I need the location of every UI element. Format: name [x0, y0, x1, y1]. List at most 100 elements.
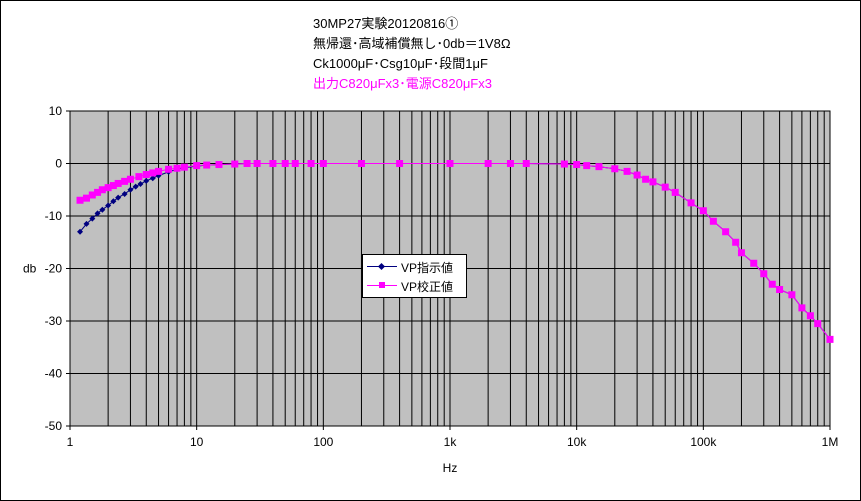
data-point [522, 160, 530, 167]
data-point [126, 175, 134, 183]
data-point [269, 160, 277, 167]
data-point [560, 160, 568, 168]
data-point [396, 160, 404, 167]
data-point [76, 196, 84, 204]
data-point [671, 188, 679, 196]
data-point [99, 206, 106, 213]
data-point [768, 280, 776, 288]
data-point [595, 163, 603, 171]
y-axis-label: db [23, 262, 37, 276]
legend-label-series-1: VP指示値 [401, 260, 454, 275]
data-point [291, 160, 299, 167]
data-point [826, 335, 834, 343]
y-tick-label: 10 [49, 104, 63, 118]
data-point [77, 228, 84, 235]
data-point [788, 291, 796, 299]
data-point [633, 171, 641, 179]
data-point [642, 175, 650, 183]
y-tick-label: -50 [45, 419, 63, 433]
x-tick-label: 1 [67, 435, 74, 449]
data-point [737, 249, 745, 257]
x-tick-label: 1k [444, 435, 458, 449]
data-point [583, 162, 591, 170]
data-point [142, 171, 150, 179]
data-point [114, 179, 122, 187]
data-point [115, 194, 122, 201]
x-tick-label: 100k [690, 435, 717, 449]
data-point [132, 183, 139, 190]
data-point [149, 175, 156, 182]
data-point [83, 220, 90, 227]
data-point [215, 161, 223, 169]
y-tick-label: -30 [45, 314, 63, 328]
data-point [110, 198, 117, 205]
legend-swatch-series-2 [367, 280, 397, 292]
data-point [573, 161, 581, 169]
data-point [709, 217, 717, 225]
data-point [446, 160, 454, 167]
y-tick-label: -20 [45, 262, 63, 276]
data-point [109, 182, 117, 190]
title-line-1: 30MP27実験20120816① [313, 16, 459, 31]
data-point [149, 169, 157, 177]
data-point [611, 165, 619, 173]
data-point [253, 160, 261, 167]
data-point [319, 160, 327, 167]
title-line-3: Ck1000μF･Csg10μF･段間1μF [313, 56, 488, 71]
x-tick-label: 1M [822, 435, 839, 449]
legend-label-series-2: VP校正値 [401, 279, 454, 294]
x-axis-label: Hz [443, 461, 458, 475]
data-point [135, 173, 143, 181]
data-point [121, 190, 128, 197]
data-point [83, 194, 91, 202]
series-2 [76, 160, 834, 343]
data-point [623, 167, 631, 175]
data-point [357, 160, 365, 167]
legend: VP指示値 VP校正値 [362, 254, 467, 298]
data-point [94, 188, 102, 196]
y-tick-label: 0 [55, 157, 62, 171]
data-point [98, 186, 106, 194]
data-point [137, 180, 144, 187]
data-point [687, 199, 695, 207]
data-point [203, 161, 211, 169]
data-point [88, 191, 96, 199]
data-point [127, 186, 134, 193]
data-point [806, 312, 814, 320]
data-point [173, 164, 181, 172]
data-point [104, 184, 112, 192]
data-point [165, 165, 173, 173]
data-point [661, 183, 669, 191]
data-point [750, 259, 758, 267]
data-point [484, 160, 492, 167]
data-point [121, 177, 129, 185]
data-point [760, 270, 768, 278]
x-tick-label: 100 [313, 435, 333, 449]
data-point [699, 207, 707, 215]
data-point [105, 202, 112, 209]
data-point [649, 178, 657, 186]
y-tick-label: -40 [45, 367, 63, 381]
data-point [89, 215, 96, 222]
data-point [94, 210, 101, 217]
x-tick-label: 10 [190, 435, 204, 449]
data-point [307, 160, 315, 167]
legend-item-series-2: VP校正値 [367, 278, 453, 294]
data-point [155, 167, 163, 175]
data-point [732, 238, 740, 246]
data-point [506, 160, 514, 167]
data-point [798, 304, 806, 312]
axis-layer: 100-10-20-30-40-501 10 100 1k 10k 100k 1M [45, 104, 839, 449]
title-line-2: 無帰還･高域補償無し･0db＝1V8Ω [313, 36, 511, 51]
data-point [776, 286, 784, 293]
data-point [814, 320, 822, 328]
data-point [243, 160, 251, 167]
series-layer [76, 160, 834, 343]
title-line-4: 出力C820μFx3･電源C820μFx3 [313, 76, 492, 91]
data-point [281, 160, 289, 167]
data-point [180, 163, 188, 171]
data-point [722, 228, 730, 236]
legend-item-series-1: VP指示値 [367, 259, 453, 275]
legend-swatch-series-1 [367, 261, 397, 273]
x-tick-label: 10k [567, 435, 587, 449]
